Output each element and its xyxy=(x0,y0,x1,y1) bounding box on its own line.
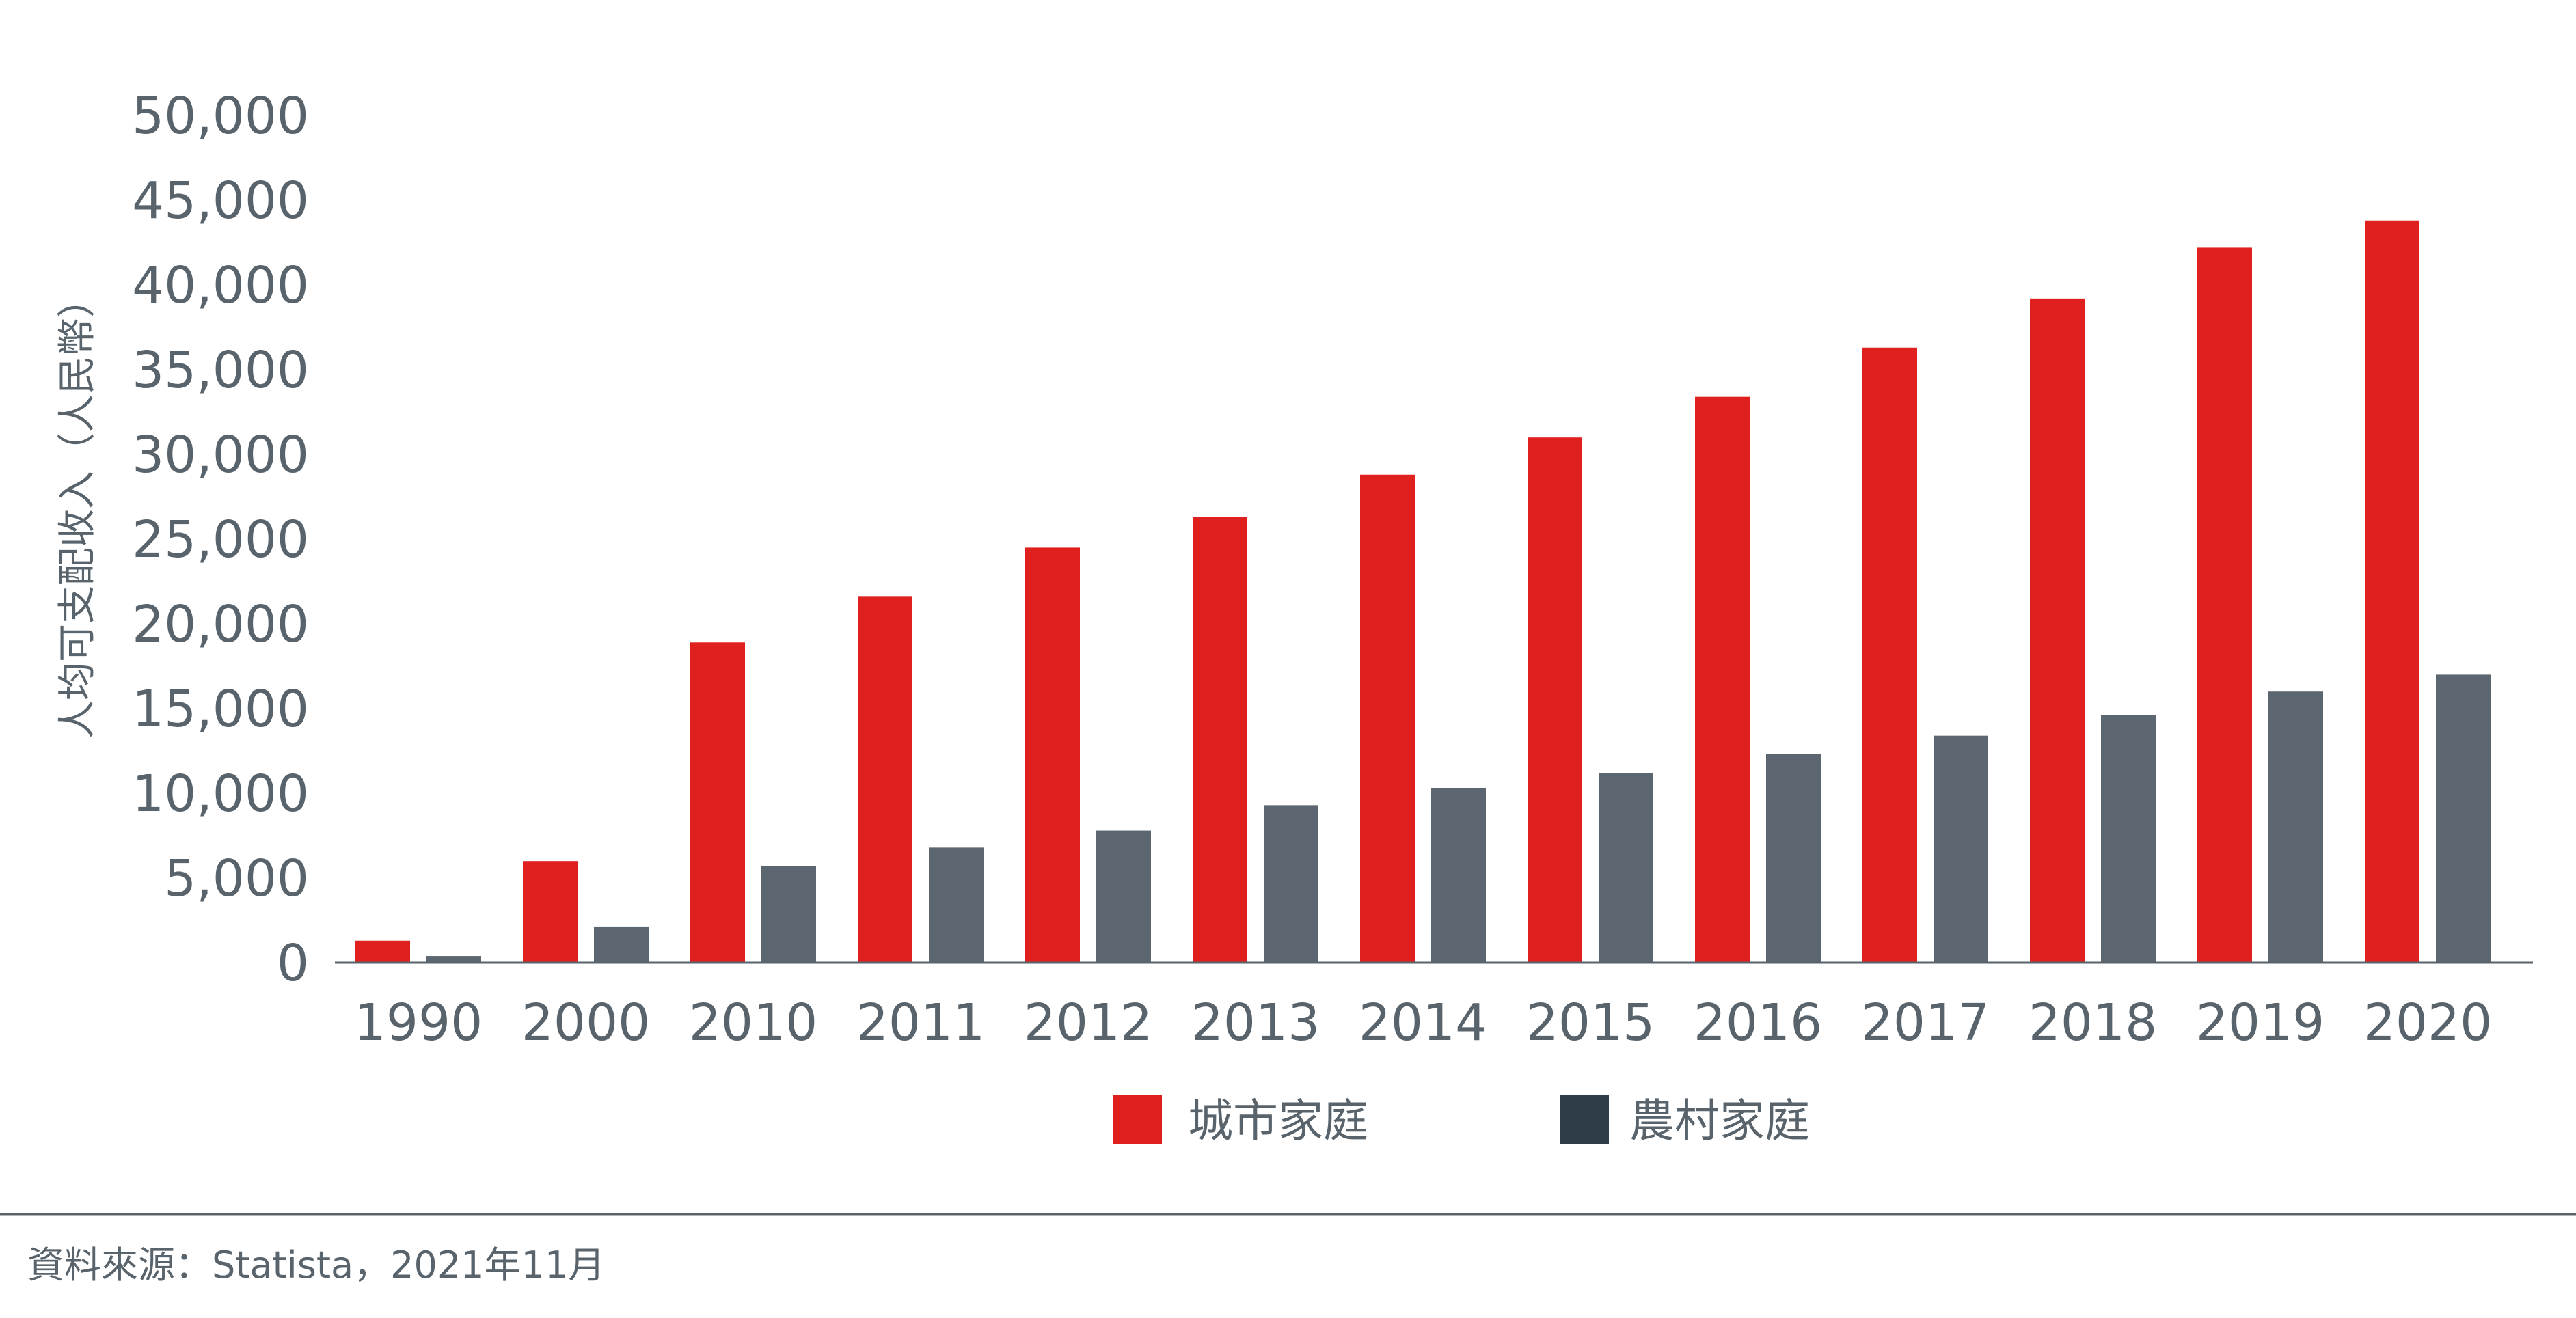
y-tick-label: 50,000 xyxy=(132,87,309,146)
bar-urban xyxy=(1193,517,1247,963)
x-tick-label: 2011 xyxy=(856,993,985,1052)
x-tick-label: 2017 xyxy=(1861,993,1990,1052)
bar-rural xyxy=(929,847,984,963)
y-tick-label: 5,000 xyxy=(164,849,309,908)
bar-urban xyxy=(1360,474,1415,963)
x-tick-label: 2014 xyxy=(1359,993,1487,1052)
bar-rural xyxy=(1431,788,1486,963)
bar-rural xyxy=(2101,715,2156,963)
x-tick-label: 2010 xyxy=(689,993,817,1052)
y-tick-label: 25,000 xyxy=(132,510,309,569)
bar-rural xyxy=(2436,674,2491,963)
x-tick-label: 2015 xyxy=(1526,993,1655,1052)
bar-rural xyxy=(761,866,816,963)
y-axis-label: 人均可支配收入（人民幣） xyxy=(55,279,100,739)
bar-urban xyxy=(2365,220,2419,963)
source-note: 資料來源：Statista，2021年11月 xyxy=(27,1244,605,1287)
x-tick-label: 2020 xyxy=(2363,993,2492,1052)
bar-urban xyxy=(1695,396,1750,963)
x-tick-label: 2019 xyxy=(2196,993,2324,1052)
bar-urban xyxy=(1528,437,1582,963)
bar-urban xyxy=(2030,298,2085,963)
bar-urban xyxy=(858,596,912,963)
bar-urban xyxy=(690,642,745,963)
bar-rural xyxy=(1264,805,1318,963)
bar-urban xyxy=(355,940,410,963)
y-tick-label: 45,000 xyxy=(132,171,309,230)
x-tick-label: 2012 xyxy=(1024,993,1152,1052)
x-tick-label: 2018 xyxy=(2029,993,2157,1052)
bar-rural xyxy=(1766,754,1821,963)
bar-rural xyxy=(426,956,481,963)
bar-rural xyxy=(1096,830,1151,963)
legend-label-urban: 城市家庭 xyxy=(1188,1095,1368,1147)
legend-swatch-rural xyxy=(1560,1095,1609,1144)
bars xyxy=(355,220,2491,963)
bar-rural xyxy=(1599,773,1653,963)
legend-label-rural: 農村家庭 xyxy=(1629,1095,1810,1147)
y-tick-label: 30,000 xyxy=(132,426,309,484)
bar-rural xyxy=(2268,691,2323,963)
legend-swatch-urban xyxy=(1113,1095,1162,1144)
y-tick-label: 10,000 xyxy=(132,765,309,823)
y-tick-label: 35,000 xyxy=(132,341,309,400)
y-tick-label: 40,000 xyxy=(132,256,309,315)
legend: 城市家庭 農村家庭 xyxy=(1113,1095,1810,1147)
bar-urban xyxy=(2197,247,2252,963)
y-axis-ticks: 0 5,000 10,000 15,000 20,000 25,000 30,000 35,0… xyxy=(132,87,309,993)
bar-urban xyxy=(1025,547,1080,963)
y-tick-label: 15,000 xyxy=(132,680,309,739)
x-tick-label: 2000 xyxy=(521,993,650,1052)
x-tick-label: 2016 xyxy=(1694,993,1822,1052)
x-tick-label: 2013 xyxy=(1191,993,1320,1052)
y-tick-label: 0 xyxy=(277,934,309,993)
bar-rural xyxy=(594,926,649,963)
x-axis-ticks: 1990 2000 2010 2011 2012 2013 2014 2015 2016 2017… xyxy=(354,993,2492,1052)
y-tick-label: 20,000 xyxy=(132,595,309,654)
bar-urban xyxy=(523,861,578,963)
x-tick-label: 1990 xyxy=(354,993,483,1052)
bar-urban xyxy=(1862,347,1917,963)
bar-rural xyxy=(1934,735,1988,963)
